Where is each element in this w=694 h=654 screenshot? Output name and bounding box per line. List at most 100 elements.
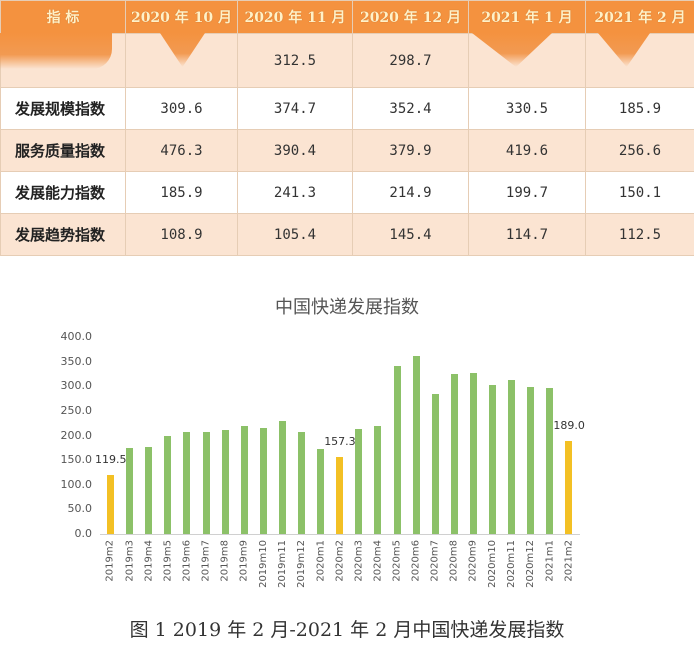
cell: 298.7 <box>352 33 469 88</box>
y-tick-label: 50.0 <box>67 502 93 516</box>
row-label: 发展能力指数 <box>0 171 126 214</box>
bar-2019m8 <box>221 429 229 534</box>
cell: 114.7 <box>468 213 586 256</box>
express-index-table: 指 标 2020 年 10 月 2020 年 11 月 2020 年 12 月 … <box>0 0 694 256</box>
y-tick-label: 350.0 <box>60 354 93 368</box>
x-tick-label: 2021m2 <box>563 540 575 582</box>
x-tick-label: 2020m1 <box>315 540 327 582</box>
bar-2020m2 <box>336 456 344 534</box>
data-label-2020m2: 157.3 <box>324 434 356 448</box>
cell: 256.6 <box>585 129 694 172</box>
bar-2020m7 <box>431 394 439 534</box>
x-tick-label: 2021m1 <box>544 540 556 582</box>
cell: 390.4 <box>237 129 353 172</box>
row-label: 发展趋势指数 <box>0 213 126 256</box>
cell: 199.7 <box>468 171 586 214</box>
obscuring-blob <box>0 33 112 69</box>
y-tick-label: 150.0 <box>60 453 93 467</box>
x-tick-label: 2019m4 <box>143 540 155 582</box>
x-tick-label: 2019m7 <box>200 540 212 582</box>
x-tick-label: 2019m11 <box>276 540 288 588</box>
bar-2019m10 <box>259 427 267 534</box>
bar-2020m5 <box>393 365 401 534</box>
x-tick-label: 2019m5 <box>162 540 174 582</box>
data-label-2021m2: 189.0 <box>553 418 585 432</box>
y-tick-label: 400.0 <box>60 330 93 343</box>
x-tick-label: 2019m2 <box>105 540 116 582</box>
bar-2019m9 <box>240 425 248 534</box>
table-row: 312.5 298.7 <box>0 33 694 88</box>
bar-2020m9 <box>469 372 477 534</box>
y-tick-label: 100.0 <box>60 477 93 491</box>
cell: 241.3 <box>237 171 353 214</box>
bar-2019m5 <box>164 436 172 534</box>
bar-2019m11 <box>278 421 286 534</box>
table-header-row: 指 标 2020 年 10 月 2020 年 11 月 2020 年 12 月 … <box>0 0 694 34</box>
y-tick-label: 300.0 <box>60 379 93 393</box>
header-indicator: 指 标 <box>0 0 126 34</box>
bar-2020m1 <box>317 449 325 534</box>
cell: 330.5 <box>468 87 586 130</box>
x-tick-label: 2019m10 <box>257 540 269 588</box>
cell: 312.5 <box>237 33 353 88</box>
row-label: 发展规模指数 <box>0 87 126 130</box>
bar-2019m4 <box>145 447 153 534</box>
table-row: 发展能力指数 185.9 241.3 214.9 199.7 150.1 <box>0 171 694 214</box>
bar-2020m12 <box>527 386 535 534</box>
cell: 105.4 <box>237 213 353 256</box>
x-tick-label: 2020m5 <box>391 540 403 582</box>
bar-2021m1 <box>546 387 554 534</box>
bar-2021m2 <box>565 440 573 534</box>
header-2020-10: 2020 年 10 月 <box>125 0 238 34</box>
bar-2019m12 <box>298 432 305 534</box>
header-2021-02: 2021 年 2 月 <box>585 0 694 34</box>
x-tick-label: 2020m8 <box>448 540 460 582</box>
y-tick-label: 250.0 <box>60 403 93 417</box>
cell: 150.1 <box>585 171 694 214</box>
x-tick-label: 2020m11 <box>506 540 518 588</box>
x-tick-label: 2020m10 <box>487 540 498 588</box>
x-axis-line <box>100 534 580 535</box>
bar-2020m11 <box>508 380 516 534</box>
cell: 419.6 <box>468 129 586 172</box>
cell: 108.9 <box>125 213 238 256</box>
x-tick-label: 2019m8 <box>219 540 231 582</box>
bar-2020m4 <box>374 425 382 534</box>
x-tick-label: 2020m9 <box>467 540 479 582</box>
figure-caption: 图 1 2019 年 2 月-2021 年 2 月中国快递发展指数 <box>129 619 565 641</box>
x-tick-label: 2019m12 <box>296 540 307 588</box>
cell: 374.7 <box>237 87 353 130</box>
x-tick-label: 2020m2 <box>334 540 346 582</box>
cell: 352.4 <box>352 87 469 130</box>
cell: 309.6 <box>125 87 238 130</box>
table-row: 发展规模指数 309.6 374.7 352.4 330.5 185.9 <box>0 87 694 130</box>
y-tick-label: 0.0 <box>74 527 93 540</box>
table-row: 服务质量指数 476.3 390.4 379.9 419.6 256.6 <box>0 129 694 172</box>
bar-2019m6 <box>183 432 191 534</box>
cell: 145.4 <box>352 213 469 256</box>
cell: 214.9 <box>352 171 469 214</box>
header-2020-12: 2020 年 12 月 <box>352 0 469 34</box>
data-label-2019m2: 119.5 <box>95 453 127 467</box>
cell: 185.9 <box>585 87 694 130</box>
row-label: 服务质量指数 <box>0 129 126 172</box>
bar-2020m3 <box>355 428 363 534</box>
cell: 476.3 <box>125 129 238 172</box>
header-2020-11: 2020 年 11 月 <box>237 0 353 34</box>
x-tick-label: 2019m3 <box>124 540 136 582</box>
table-row: 发展趋势指数 108.9 105.4 145.4 114.7 112.5 <box>0 213 694 256</box>
x-tick-label: 2020m12 <box>525 540 537 588</box>
y-tick-label: 200.0 <box>60 428 93 442</box>
bar-2020m10 <box>489 384 496 534</box>
x-tick-label: 2019m9 <box>238 540 250 582</box>
chart-title: 中国快递发展指数 <box>275 297 419 318</box>
x-tick-label: 2020m7 <box>429 540 441 582</box>
bar-2019m3 <box>126 447 134 534</box>
x-tick-label: 2020m3 <box>353 540 365 582</box>
header-2021-01: 2021 年 1 月 <box>468 0 586 34</box>
cell: 185.9 <box>125 171 238 214</box>
bar-2020m6 <box>412 355 420 534</box>
x-tick-label: 2020m4 <box>372 540 384 582</box>
x-tick-label: 2020m6 <box>410 540 422 582</box>
bar-2020m8 <box>450 373 458 534</box>
